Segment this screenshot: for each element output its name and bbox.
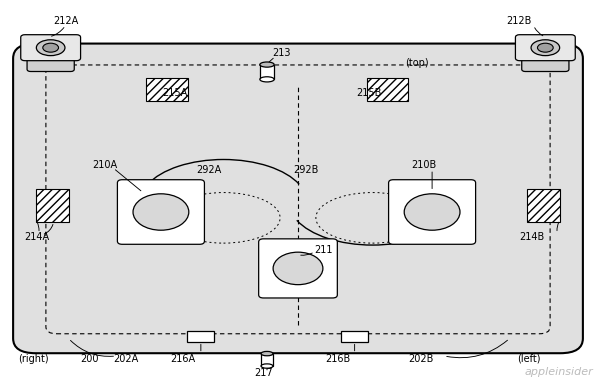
- Text: appleinsider: appleinsider: [524, 367, 593, 377]
- Text: 213: 213: [272, 47, 291, 58]
- Bar: [187, 331, 215, 342]
- Text: (left): (left): [517, 354, 541, 364]
- Bar: [367, 78, 408, 101]
- Text: 292B: 292B: [293, 165, 319, 175]
- FancyBboxPatch shape: [21, 35, 80, 61]
- Text: 214B: 214B: [520, 232, 545, 242]
- Text: (right): (right): [18, 354, 48, 364]
- Text: 202B: 202B: [408, 354, 434, 364]
- Bar: [527, 189, 560, 222]
- Circle shape: [404, 194, 460, 230]
- Ellipse shape: [531, 40, 560, 56]
- FancyBboxPatch shape: [117, 180, 204, 244]
- Bar: [341, 331, 368, 342]
- Ellipse shape: [43, 43, 58, 52]
- Ellipse shape: [261, 364, 273, 368]
- FancyBboxPatch shape: [389, 180, 476, 244]
- Text: 215B: 215B: [356, 88, 382, 98]
- Text: 217: 217: [254, 368, 273, 378]
- Bar: [36, 189, 69, 222]
- Text: 210A: 210A: [92, 160, 117, 170]
- Text: 216B: 216B: [325, 354, 350, 364]
- Bar: [146, 78, 188, 101]
- Text: 211: 211: [314, 245, 333, 255]
- Bar: [260, 65, 274, 79]
- Text: 200: 200: [80, 354, 99, 364]
- Ellipse shape: [261, 351, 273, 356]
- Text: 202A: 202A: [113, 354, 138, 364]
- Text: (top): (top): [405, 58, 429, 68]
- Text: 292A: 292A: [197, 165, 222, 175]
- Ellipse shape: [260, 62, 274, 67]
- Text: 216A: 216A: [170, 354, 195, 364]
- Text: 212A: 212A: [54, 16, 79, 26]
- Text: 210B: 210B: [411, 160, 436, 170]
- Ellipse shape: [260, 77, 274, 82]
- Text: 212B: 212B: [507, 16, 532, 26]
- Text: 214A: 214A: [24, 232, 49, 242]
- Circle shape: [273, 252, 323, 285]
- Ellipse shape: [36, 40, 65, 56]
- FancyBboxPatch shape: [516, 35, 575, 61]
- FancyBboxPatch shape: [27, 48, 74, 72]
- Bar: [261, 354, 273, 366]
- Ellipse shape: [538, 43, 553, 52]
- FancyBboxPatch shape: [13, 44, 583, 353]
- Text: 215A: 215A: [162, 88, 187, 98]
- FancyBboxPatch shape: [259, 239, 337, 298]
- FancyBboxPatch shape: [522, 48, 569, 72]
- Circle shape: [133, 194, 189, 230]
